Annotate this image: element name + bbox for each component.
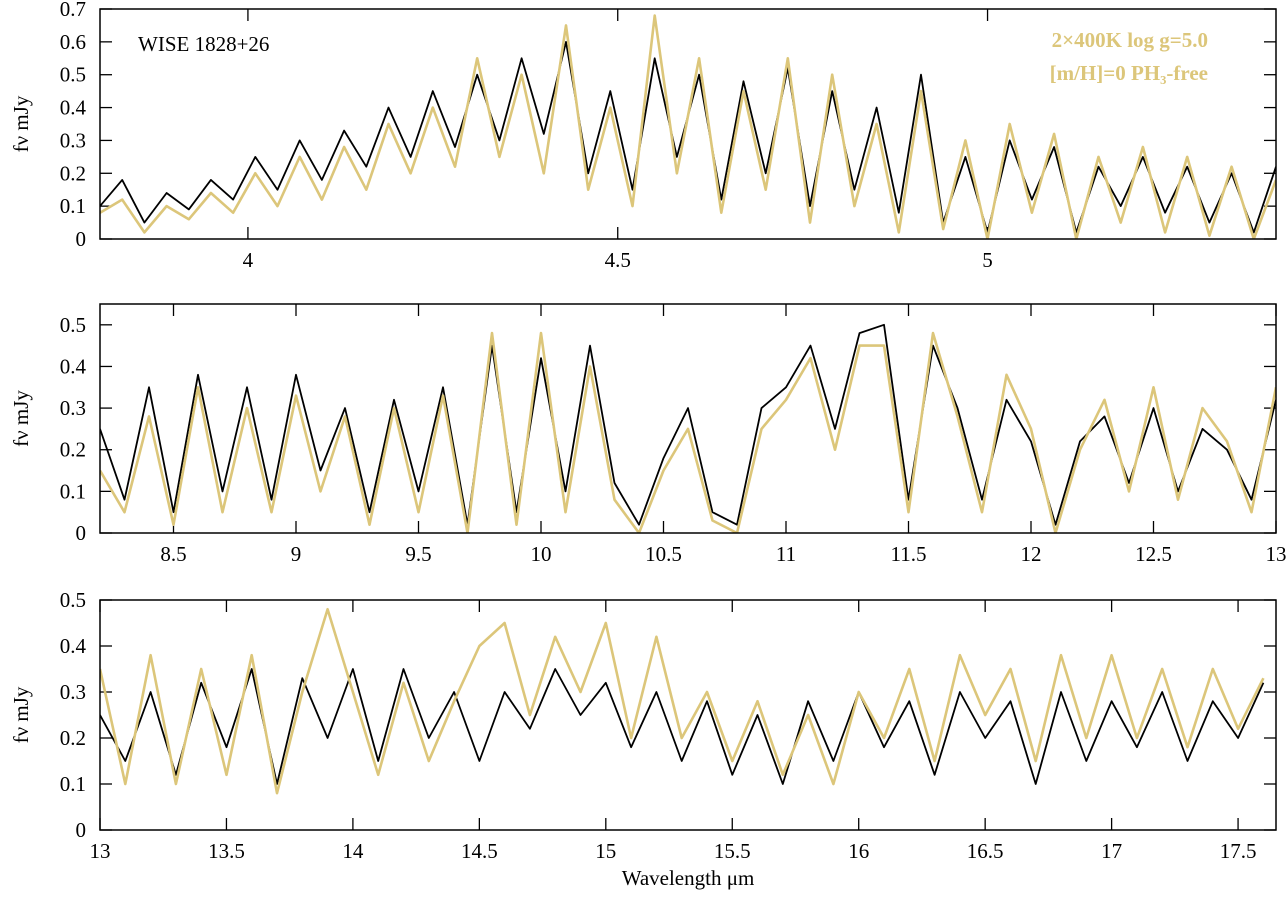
y-tick-label: 0.4	[60, 634, 87, 658]
x-tick-label: 10.5	[645, 542, 682, 566]
y-tick-label: 0.5	[60, 63, 86, 87]
y-tick-label: 0.7	[60, 0, 86, 21]
spectrum-line	[100, 607, 1265, 795]
plot-frame	[99, 599, 1277, 831]
spectrum-line	[100, 331, 1276, 533]
y-tick-label: 0	[76, 521, 87, 545]
spectrum-line	[100, 668, 1265, 785]
y-tick-label: 0.3	[60, 128, 86, 152]
x-tick-label: 11	[776, 542, 796, 566]
y-tick-label: 0.5	[60, 588, 86, 612]
legend-label: [m/H]=0 PH₃-free	[1050, 61, 1208, 85]
x-tick-label: 16.5	[967, 839, 1004, 863]
x-tick-label: 9	[291, 542, 302, 566]
legend-label: 2×400K log g=5.0	[1052, 28, 1208, 52]
y-tick-label: 0.2	[60, 726, 86, 750]
y-tick-label: 0	[76, 227, 87, 251]
y-tick-label: 0.2	[60, 161, 86, 185]
x-axis-label: Wavelength μm	[622, 866, 755, 890]
y-axis-label: fν mJy	[9, 95, 33, 152]
x-tick-label: 15	[595, 839, 616, 863]
x-tick-label: 4.5	[605, 248, 631, 272]
x-tick-label: 15.5	[714, 839, 751, 863]
x-tick-label: 8.5	[160, 542, 186, 566]
x-tick-label: 12.5	[1135, 542, 1172, 566]
y-tick-label: 0.2	[60, 438, 86, 462]
x-tick-label: 4	[243, 248, 254, 272]
x-tick-label: 14.5	[461, 839, 498, 863]
x-tick-label: 17	[1101, 839, 1122, 863]
legend-label: WISE 1828+26	[138, 32, 269, 56]
x-tick-label: 16	[848, 839, 869, 863]
x-tick-label: 17.5	[1220, 839, 1257, 863]
x-tick-label: 13.5	[208, 839, 245, 863]
y-tick-label: 0	[76, 818, 87, 842]
y-tick-label: 0.3	[60, 396, 86, 420]
y-tick-label: 0.1	[60, 772, 86, 796]
y-tick-label: 0.4	[60, 96, 87, 120]
y-tick-label: 0.1	[60, 194, 86, 218]
y-tick-label: 0.4	[60, 354, 87, 378]
spectrum-line	[100, 14, 1276, 239]
plot-frame	[99, 8, 1277, 240]
x-tick-label: 9.5	[405, 542, 431, 566]
y-axis-label: fν mJy	[9, 686, 33, 743]
x-tick-label: 12	[1021, 542, 1042, 566]
x-tick-label: 10	[531, 542, 552, 566]
x-tick-label: 14	[342, 839, 364, 863]
y-tick-label: 0.5	[60, 313, 86, 337]
x-tick-label: 11.5	[891, 542, 927, 566]
y-tick-label: 0.1	[60, 479, 86, 503]
x-tick-label: 13	[1266, 542, 1286, 566]
spectrum-line	[100, 323, 1276, 526]
plot-frame	[99, 303, 1277, 534]
y-axis-label: fν mJy	[9, 390, 33, 447]
y-tick-label: 0.6	[60, 30, 86, 54]
x-tick-label: 13	[90, 839, 111, 863]
y-tick-label: 0.3	[60, 680, 86, 704]
x-tick-label: 5	[982, 248, 993, 272]
